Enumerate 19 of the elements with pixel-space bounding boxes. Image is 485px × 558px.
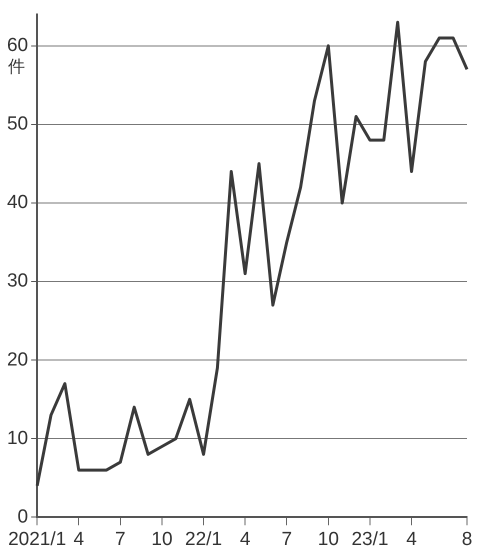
x-tick-label: 10	[151, 528, 173, 550]
y-tick-label: 0	[18, 506, 28, 528]
x-tick-label: 4	[406, 528, 418, 550]
x-tick-label: 10	[318, 528, 339, 550]
x-tick-label: 7	[115, 528, 126, 550]
y-tick-label: 10	[6, 428, 28, 449]
x-tick-label: 7	[281, 528, 292, 550]
x-tick-label: 22/1	[185, 528, 222, 550]
x-tick-label: 23/1	[351, 528, 388, 550]
x-tick-label: 8	[462, 528, 472, 550]
y-axis-title: 件	[8, 57, 26, 78]
x-tick-label: 2021/1	[8, 528, 66, 550]
y-tick-label: 50	[6, 114, 28, 135]
x-tick-label: 4	[73, 528, 84, 550]
y-tick-label: 30	[6, 270, 28, 292]
y-tick-label: 40	[6, 192, 28, 214]
y-tick-label: 20	[6, 349, 28, 370]
y-tick-label: 60	[6, 35, 28, 56]
x-tick-label: 4	[240, 528, 251, 550]
